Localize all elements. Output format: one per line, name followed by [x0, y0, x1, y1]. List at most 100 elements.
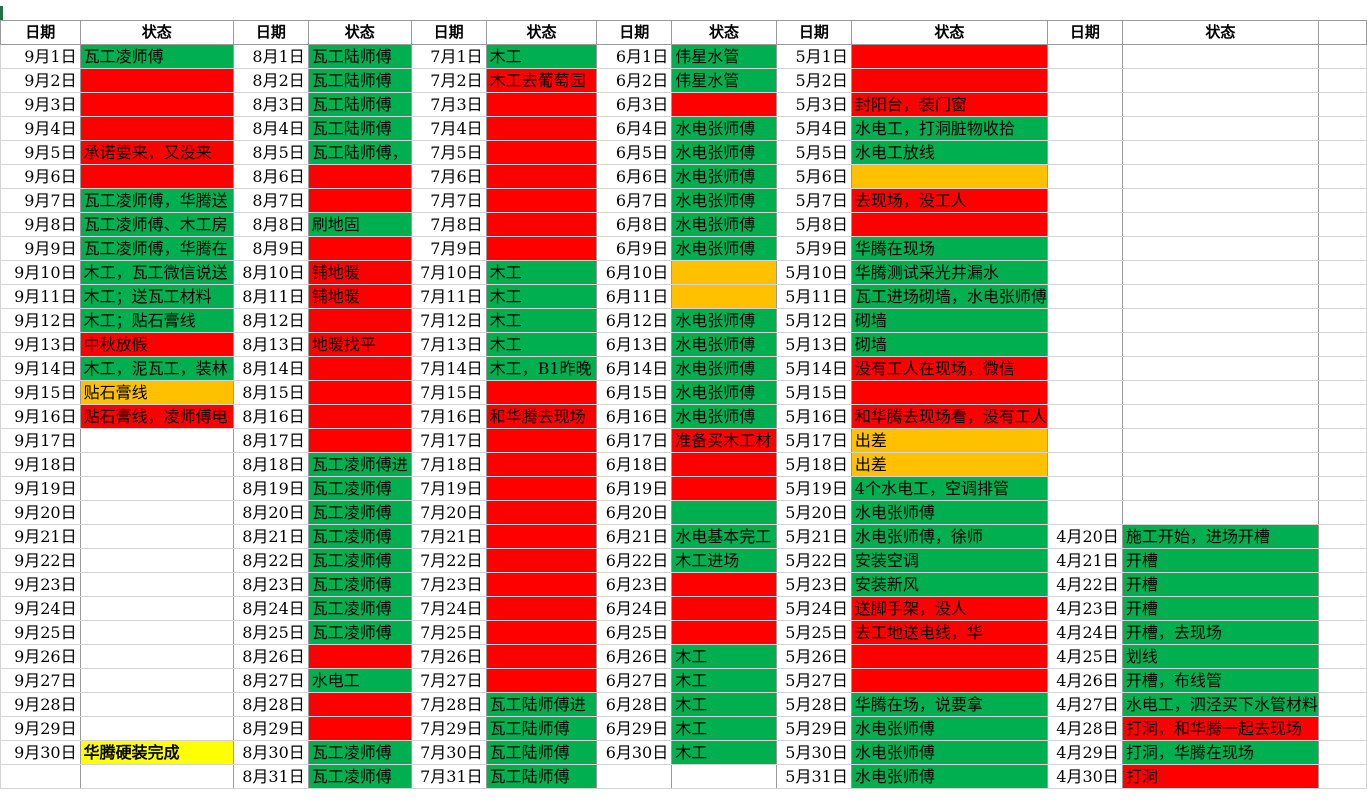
date-cell[interactable]: 5月5日 — [775, 140, 852, 165]
date-cell[interactable]: 6月25日 — [596, 620, 673, 645]
status-cell[interactable]: 去现场，没工人 — [850, 188, 1048, 213]
status-cell[interactable]: 木工 — [485, 44, 598, 69]
date-cell[interactable] — [1046, 140, 1123, 165]
status-cell[interactable] — [850, 164, 1048, 189]
date-cell[interactable]: 9月19日 — [0, 476, 81, 501]
date-cell[interactable]: 6月30日 — [596, 740, 673, 765]
date-cell[interactable]: 9月24日 — [0, 596, 81, 621]
empty-cell[interactable] — [1317, 164, 1367, 189]
status-cell[interactable]: 开槽 — [1121, 548, 1319, 573]
status-cell[interactable]: 打洞，和华腾一起去现场 — [1121, 716, 1319, 741]
status-cell[interactable]: 4个水电工，空调排管 — [850, 476, 1048, 501]
status-cell[interactable]: 安装空调 — [850, 548, 1048, 573]
status-cell[interactable]: 木工去葡萄园 — [485, 68, 598, 93]
status-cell[interactable]: 华腾在现场 — [850, 236, 1048, 261]
status-cell[interactable] — [850, 668, 1048, 693]
status-cell[interactable]: 木工 — [671, 740, 777, 765]
date-cell[interactable]: 7月16日 — [410, 404, 487, 429]
status-cell[interactable]: 水电张师傅 — [671, 308, 777, 333]
empty-cell[interactable] — [1317, 284, 1367, 309]
date-cell[interactable]: 5月6日 — [775, 164, 852, 189]
date-cell[interactable]: 9月14日 — [0, 356, 81, 381]
date-cell[interactable]: 6月16日 — [596, 404, 673, 429]
status-cell[interactable] — [671, 476, 777, 501]
date-cell[interactable]: 6月24日 — [596, 596, 673, 621]
status-cell[interactable]: 木工 — [485, 332, 598, 357]
status-cell[interactable]: 刷地固 — [307, 212, 412, 237]
date-cell[interactable]: 8月12日 — [232, 308, 309, 333]
status-cell[interactable] — [485, 92, 598, 117]
date-cell[interactable]: 6月6日 — [596, 164, 673, 189]
status-cell[interactable] — [307, 188, 412, 213]
date-cell[interactable]: 6月14日 — [596, 356, 673, 381]
date-cell[interactable]: 5月14日 — [775, 356, 852, 381]
status-cell[interactable]: 瓦工凌师傅进 — [307, 452, 412, 477]
date-cell[interactable] — [1046, 236, 1123, 261]
date-cell[interactable]: 7月7日 — [410, 188, 487, 213]
status-cell[interactable] — [1121, 68, 1319, 93]
date-cell[interactable]: 5月7日 — [775, 188, 852, 213]
status-cell[interactable]: 水电工放线 — [850, 140, 1048, 165]
status-cell[interactable] — [79, 572, 234, 597]
status-cell[interactable] — [1121, 500, 1319, 525]
status-cell[interactable]: 瓦工凌师傅 — [307, 500, 412, 525]
date-cell[interactable] — [1046, 476, 1123, 501]
empty-cell[interactable] — [1317, 740, 1367, 765]
date-cell[interactable]: 7月14日 — [410, 356, 487, 381]
date-cell[interactable]: 4月22日 — [1046, 572, 1123, 597]
date-cell[interactable]: 6月10日 — [596, 260, 673, 285]
status-cell[interactable] — [1121, 188, 1319, 213]
date-cell[interactable]: 9月5日 — [0, 140, 81, 165]
status-cell[interactable] — [1121, 380, 1319, 405]
status-cell[interactable] — [79, 476, 234, 501]
date-cell[interactable]: 7月22日 — [410, 548, 487, 573]
empty-cell[interactable] — [1317, 572, 1367, 597]
date-cell[interactable]: 8月13日 — [232, 332, 309, 357]
status-cell[interactable]: 瓦工陆师傅 — [307, 44, 412, 69]
date-cell[interactable]: 8月3日 — [232, 92, 309, 117]
status-cell[interactable]: 木工 — [671, 644, 777, 669]
date-cell[interactable] — [1046, 500, 1123, 525]
date-cell[interactable]: 6月15日 — [596, 380, 673, 405]
status-cell[interactable] — [671, 284, 777, 309]
status-cell[interactable]: 木工；贴石膏线 — [79, 308, 234, 333]
date-cell[interactable] — [1046, 260, 1123, 285]
date-cell[interactable]: 6月21日 — [596, 524, 673, 549]
date-cell[interactable]: 8月19日 — [232, 476, 309, 501]
date-cell[interactable]: 5月22日 — [775, 548, 852, 573]
status-cell[interactable]: 水电张师傅 — [671, 356, 777, 381]
date-cell[interactable]: 7月3日 — [410, 92, 487, 117]
empty-cell[interactable] — [1317, 140, 1367, 165]
date-cell[interactable]: 9月29日 — [0, 716, 81, 741]
date-cell[interactable]: 6月1日 — [596, 44, 673, 69]
date-cell[interactable]: 8月28日 — [232, 692, 309, 717]
date-cell[interactable]: 5月9日 — [775, 236, 852, 261]
date-cell[interactable]: 5月25日 — [775, 620, 852, 645]
status-cell[interactable] — [1121, 236, 1319, 261]
status-cell[interactable] — [1121, 44, 1319, 69]
date-cell[interactable]: 4月29日 — [1046, 740, 1123, 765]
status-cell[interactable]: 木工，泥瓦工，装林 — [79, 356, 234, 381]
date-cell[interactable]: 6月20日 — [596, 500, 673, 525]
date-cell[interactable]: 4月25日 — [1046, 644, 1123, 669]
status-cell[interactable]: 瓦工凌师傅 — [307, 572, 412, 597]
status-cell[interactable]: 安装新风 — [850, 572, 1048, 597]
date-cell[interactable]: 9月21日 — [0, 524, 81, 549]
status-cell[interactable] — [1121, 284, 1319, 309]
status-cell[interactable]: 水电张师傅 — [850, 716, 1048, 741]
date-cell[interactable]: 7月25日 — [410, 620, 487, 645]
status-cell[interactable]: 木工 — [671, 692, 777, 717]
status-cell[interactable]: 出差 — [850, 428, 1048, 453]
header-cell-status[interactable]: 状态 — [1121, 20, 1319, 45]
status-cell[interactable] — [485, 572, 598, 597]
date-cell[interactable]: 9月28日 — [0, 692, 81, 717]
date-cell[interactable]: 7月27日 — [410, 668, 487, 693]
date-cell[interactable]: 4月23日 — [1046, 596, 1123, 621]
status-cell[interactable]: 水电工，打洞脏物收拾 — [850, 116, 1048, 141]
status-cell[interactable]: 水电工 — [307, 668, 412, 693]
date-cell[interactable]: 5月27日 — [775, 668, 852, 693]
header-cell-date[interactable]: 日期 — [1046, 20, 1123, 45]
date-cell[interactable]: 8月4日 — [232, 116, 309, 141]
status-cell[interactable]: 打洞，华腾在现场 — [1121, 740, 1319, 765]
status-cell[interactable] — [485, 164, 598, 189]
